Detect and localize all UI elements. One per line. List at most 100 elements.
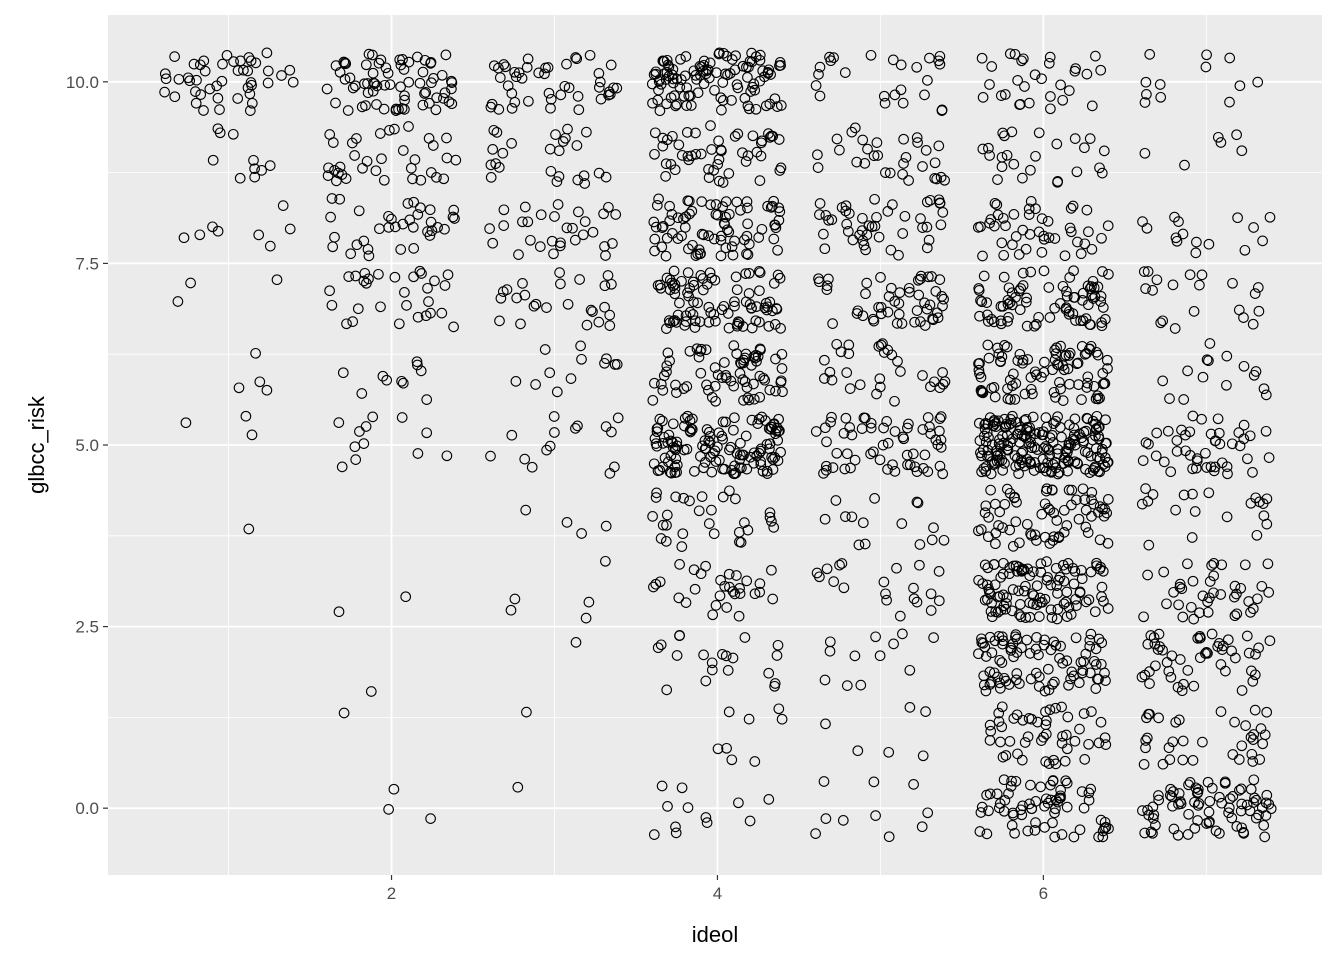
data-point [1042, 215, 1054, 227]
data-point [600, 520, 612, 532]
data-point [703, 230, 714, 242]
data-point [415, 365, 427, 377]
data-point [763, 667, 775, 679]
data-point [1031, 580, 1043, 592]
data-point [593, 68, 605, 79]
data-point [977, 92, 989, 103]
data-point [769, 93, 781, 105]
data-point [996, 237, 1008, 249]
data-point [1239, 244, 1251, 256]
data-point [1242, 453, 1253, 465]
data-point [1236, 685, 1248, 696]
data-point [753, 448, 765, 459]
data-point [1011, 709, 1023, 721]
data-point [741, 382, 753, 393]
data-point [841, 680, 853, 691]
data-point [1020, 243, 1032, 255]
data-point [679, 70, 691, 82]
data-point [401, 300, 412, 311]
data-point [684, 345, 696, 357]
data-point [667, 130, 678, 142]
data-point [654, 279, 666, 291]
data-point [1052, 603, 1064, 615]
data-point [262, 77, 274, 89]
data-point [1058, 527, 1070, 538]
data-point [1261, 493, 1273, 505]
data-point [1030, 150, 1041, 162]
data-point [371, 80, 383, 92]
data-point [855, 679, 867, 691]
data-point [980, 500, 992, 512]
data-point [763, 321, 775, 332]
data-point [493, 104, 505, 115]
data-point [577, 229, 589, 241]
data-point [983, 142, 994, 154]
data-point [1177, 754, 1189, 766]
data-point [922, 807, 934, 819]
data-point [1039, 800, 1050, 812]
data-point [654, 105, 666, 117]
data-point [998, 774, 1010, 786]
data-point [982, 531, 994, 543]
data-point [173, 73, 185, 85]
data-point [862, 143, 873, 155]
data-point [1212, 131, 1224, 143]
data-point [985, 484, 996, 496]
data-point [1054, 298, 1066, 309]
data-point [773, 703, 785, 715]
data-point [999, 422, 1011, 433]
data-point [1071, 600, 1082, 611]
data-point [365, 686, 377, 697]
data-point [1063, 679, 1074, 691]
data-point [997, 568, 1009, 580]
data-point [1039, 498, 1051, 510]
data-point [990, 538, 1001, 550]
data-point [700, 443, 712, 454]
data-point [587, 306, 598, 317]
data-point [484, 223, 495, 234]
data-point [660, 171, 671, 182]
data-point [859, 538, 871, 550]
data-point [1200, 61, 1212, 73]
data-point [934, 413, 946, 424]
data-point [1056, 431, 1067, 443]
data-point [1098, 145, 1110, 157]
data-point [1136, 498, 1148, 510]
data-point [1194, 652, 1206, 664]
data-point [774, 165, 786, 176]
data-point [756, 223, 768, 235]
data-point [1224, 52, 1236, 64]
data-point [1094, 563, 1106, 575]
data-point [528, 300, 540, 312]
data-point [706, 657, 718, 669]
data-point [1044, 51, 1056, 63]
data-point [883, 831, 895, 843]
data-point [1246, 665, 1257, 677]
data-point [814, 90, 826, 102]
data-point [1052, 176, 1063, 188]
data-point [1170, 504, 1181, 516]
data-point [988, 559, 1000, 570]
data-point [678, 492, 689, 504]
data-point [1093, 422, 1104, 433]
data-point [738, 395, 749, 406]
data-point [998, 600, 1010, 612]
data-point [353, 205, 365, 217]
data-point [1090, 418, 1101, 430]
data-point [610, 209, 622, 220]
data-point [988, 316, 1000, 328]
data-point [1082, 447, 1094, 458]
data-point [840, 412, 852, 424]
data-point [1168, 586, 1179, 598]
data-point [1004, 524, 1016, 536]
data-point [389, 221, 401, 233]
data-point [383, 804, 394, 815]
data-point [977, 387, 989, 399]
data-point [1214, 828, 1225, 839]
data-point [1238, 360, 1250, 372]
data-point [407, 173, 418, 185]
data-point [1035, 597, 1046, 608]
data-point [979, 559, 991, 571]
data-point [441, 450, 453, 462]
data-point [1264, 635, 1276, 647]
